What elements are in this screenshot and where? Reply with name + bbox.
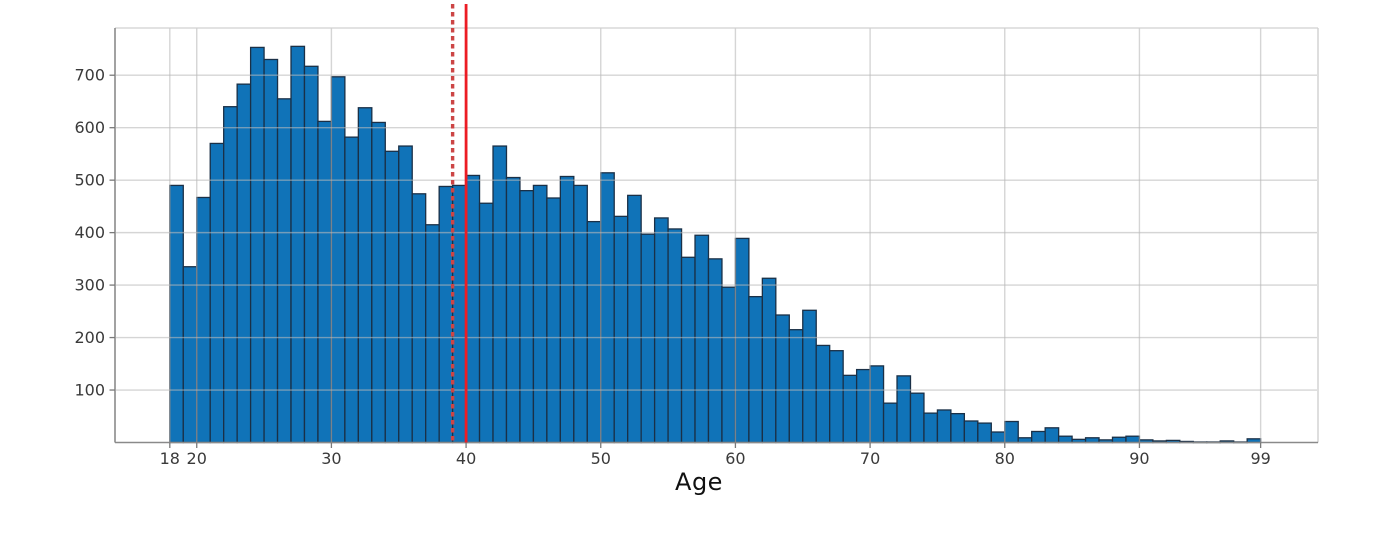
histogram-bar [263,58,279,444]
histogram-bar [438,185,454,444]
histogram-bar [196,196,211,444]
y-tick-label: 700 [74,66,105,85]
x-tick-label: 99 [1250,449,1270,468]
histogram-bar [829,350,844,444]
histogram-bar [977,422,992,444]
histogram-bar [223,106,238,444]
histogram-bar [371,121,386,444]
histogram-bar [802,309,817,444]
histogram-bar [1004,420,1019,444]
x-tick-label: 20 [187,449,207,468]
histogram-bar [694,234,710,444]
histogram-bar [653,217,669,444]
histogram-bar [748,295,764,444]
histogram-bar [842,374,858,444]
histogram-bar [290,45,306,444]
y-tick-label: 600 [74,118,105,137]
histogram-bar [936,409,952,444]
x-axis-title: Age [675,468,723,496]
y-tick-label: 100 [74,381,105,400]
y-tick-label: 200 [74,328,105,347]
histogram-bar [707,258,723,444]
histogram-bar [600,172,615,444]
histogram-bar [950,412,966,444]
x-tick-label: 60 [725,449,745,468]
histogram-bar [1057,435,1073,444]
histogram-bar [559,175,575,444]
histogram-bar [425,224,440,444]
histogram-bar [209,142,225,444]
histogram-bar [169,184,184,444]
histogram-bar [344,136,360,444]
histogram-bar [1125,435,1141,444]
histogram-bar [990,431,1006,444]
histogram-bar [761,277,777,444]
x-tick-label: 18 [160,449,180,468]
histogram-bar [613,215,629,444]
histogram-bar [882,402,898,444]
histogram-bar [236,83,252,444]
x-tick-label: 80 [995,449,1015,468]
histogram-bar [519,189,535,444]
histogram-bar [815,344,831,444]
y-tick-label: 500 [74,171,105,190]
histogram-bar [586,220,602,444]
histogram-bar [573,184,588,444]
histogram-bar [451,184,467,444]
histogram-bar [532,184,548,444]
histogram-bar [384,150,400,444]
x-tick-label: 40 [456,449,476,468]
y-tick-label: 300 [74,276,105,295]
histogram-bar [546,197,562,444]
histogram-bar [909,392,925,444]
histogram-bar [896,375,912,444]
histogram-bar [182,266,198,444]
histogram-bar [788,329,804,444]
histogram-bar [775,314,790,444]
histogram-bar [963,420,979,444]
x-tick-label: 30 [321,449,341,468]
histogram-bar [1031,430,1046,444]
histogram-bar [317,120,333,444]
x-tick-label: 70 [860,449,880,468]
histogram-bar [505,176,521,444]
x-tick-label: 50 [591,449,611,468]
x-tick-label: 90 [1129,449,1149,468]
histogram-bar [330,76,346,444]
histogram-bar [249,46,265,444]
histogram-bar [465,174,481,444]
histogram-bar [478,202,494,444]
histogram-bar [398,145,413,444]
histogram-bar [357,107,373,444]
histogram-bar [1044,427,1060,444]
histogram-bar [869,365,885,444]
histogram-bar [667,228,683,444]
histogram-bar [640,233,656,444]
histogram-bar [276,98,292,444]
histogram-bar [411,193,427,444]
histogram-bar [492,145,508,444]
histogram-bar [855,368,871,444]
histogram-bar [303,65,319,444]
histogram-bar [923,412,939,444]
histogram-bar [721,286,737,444]
y-tick-label: 400 [74,223,105,242]
histogram-bar [734,237,750,444]
